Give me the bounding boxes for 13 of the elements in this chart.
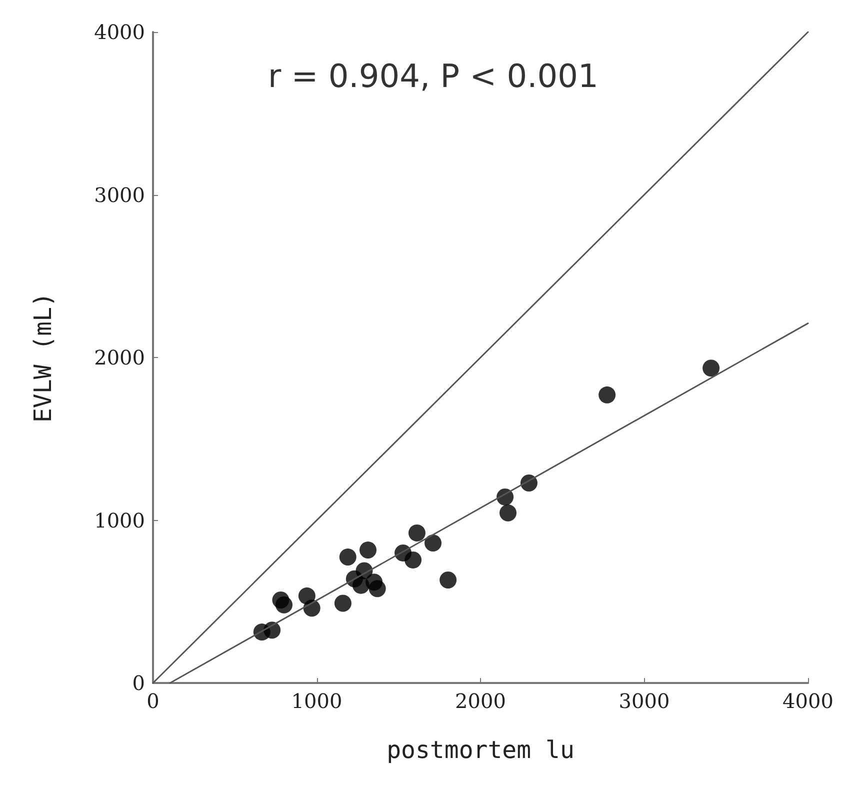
y-tick-label: 0 [132, 671, 145, 695]
y-tick-label: 1000 [94, 508, 145, 532]
y-tick-label: 3000 [94, 182, 145, 207]
x-tick-label: 3000 [618, 689, 670, 713]
y-axis-title: EVLW (mL) [29, 292, 57, 423]
annotation: r = 0.904, P < 0.001 [268, 57, 598, 95]
y-tick-label: 4000 [94, 20, 145, 44]
x-axis-title: postmortem lu [386, 736, 574, 764]
x-tick-label: 2000 [455, 689, 506, 713]
x-tick-label: 1000 [291, 689, 342, 713]
x-tick-label: 4000 [782, 689, 834, 713]
x-tick-label: 0 [146, 689, 160, 713]
y-tick-label: 2000 [94, 346, 145, 370]
